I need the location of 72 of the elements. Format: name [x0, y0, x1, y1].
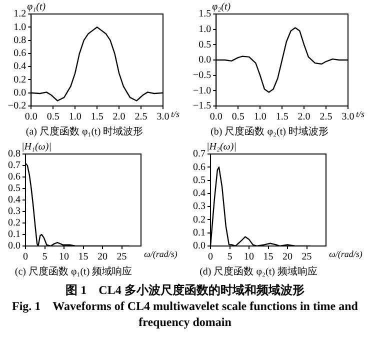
y-tick-label: 1.5: [198, 8, 212, 20]
y-axis-title: φ₁(t): [27, 2, 46, 13]
y-tick-label: 0.8: [8, 148, 20, 160]
y-tick-label: 0.5: [8, 183, 20, 194]
y-tick-label: 0.2: [14, 74, 26, 86]
caption: Fig. 1 Waveforms of CL4 multiwavelet scale functions in time and frequency domain: [11, 298, 359, 330]
x-tick-label: 2.0: [298, 112, 310, 123]
y-tick-label: 0.0: [193, 240, 206, 252]
caption: 图 1 CL4 多小波尺度函数的时域和频域波形: [64, 282, 306, 298]
x-tick-label: 2.5: [320, 112, 332, 123]
x-tick-label: 1.0: [68, 112, 82, 123]
x-tick-label: 2.0: [112, 112, 126, 123]
x-tick-label: 1.5: [90, 112, 104, 123]
x-tick-label: 0.5: [46, 112, 60, 123]
y-tick-label: 0.0: [8, 240, 20, 252]
y-tick-label: −0.5: [193, 70, 212, 81]
y-tick-label: 0.6: [14, 48, 26, 60]
x-axis-title: t/s: [171, 108, 180, 119]
y-tick-label: 0.1: [8, 229, 20, 240]
x-tick-label: 0.5: [232, 112, 244, 123]
y-tick-label: 0.4: [8, 194, 20, 206]
x-tick-label: 10: [59, 252, 69, 263]
y-axis-title: |H₁(ω)|: [22, 142, 52, 153]
y-tick-label: 0.8: [14, 34, 26, 46]
text: (a) 尺度函数 φ₁(t) 时域波形: [26, 126, 144, 138]
x-tick-label: 5: [227, 252, 232, 263]
y-axis-title: |H₂(ω)|: [206, 142, 236, 153]
y-tick-label: 0.6: [8, 172, 20, 183]
y-tick-label: 1.2: [14, 8, 26, 20]
x-tick-label: 20: [98, 252, 108, 263]
text: (c) 尺度函数 φ₁(t) 频域响应: [14, 266, 132, 278]
x-tick-label: 0.0: [24, 112, 38, 123]
y-tick-label: 0.7: [193, 148, 206, 160]
y-tick-label: 0.4: [193, 188, 206, 200]
y-tick-label: 0.6: [193, 162, 206, 173]
y-tick-label: 0.0: [14, 87, 26, 98]
y-tick-label: −0.2: [8, 100, 26, 112]
x-tick-label: 15: [263, 252, 274, 263]
x-tick-label: 0: [208, 252, 213, 263]
x-tick-label: 2.5: [134, 112, 148, 123]
x-tick-label: 25: [116, 252, 127, 263]
x-tick-label: 0.0: [210, 112, 222, 123]
x-tick-label: 20: [282, 252, 292, 263]
text: (b) 尺度函数 φ₂(t) 时域波形: [210, 126, 328, 138]
x-axis-title: t/s: [356, 108, 365, 119]
y-tick-label: 1.0: [14, 22, 26, 33]
x-tick-label: 5: [42, 252, 48, 263]
y-tick-label: 0.1: [193, 227, 206, 238]
y-tick-label: 0.2: [8, 218, 20, 229]
text: (d) 尺度函数 φ₂(t) 频域响应: [200, 266, 318, 278]
y-tick-label: 1.0: [198, 24, 212, 35]
y-tick-label: 0.0: [198, 54, 212, 66]
x-tick-label: 3.0: [156, 112, 170, 123]
y-tick-label: 0.3: [193, 201, 206, 212]
y-tick-label: 0.3: [8, 206, 20, 218]
y-tick-label: 0.4: [14, 61, 26, 72]
x-tick-label: 25: [302, 252, 312, 263]
x-tick-label: 0: [23, 252, 28, 263]
y-tick-label: −1.0: [193, 85, 212, 96]
y-tick-label: 0.5: [193, 174, 206, 186]
x-tick-label: 3.0: [342, 112, 354, 123]
y-axis-title: φ₂(t): [212, 2, 232, 13]
x-tick-label: 1.5: [276, 112, 288, 123]
y-tick-label: 0.7: [8, 160, 20, 172]
x-axis-title: ω/(rad/s): [144, 248, 178, 259]
x-tick-label: 15: [78, 252, 88, 263]
x-tick-label: 1.0: [254, 112, 266, 123]
x-tick-label: 10: [244, 252, 254, 263]
y-tick-label: 0.5: [198, 39, 212, 50]
x-axis-title: ω/(rad/s): [329, 248, 362, 259]
y-tick-label: −1.5: [193, 100, 212, 112]
y-tick-label: 0.2: [193, 214, 206, 226]
